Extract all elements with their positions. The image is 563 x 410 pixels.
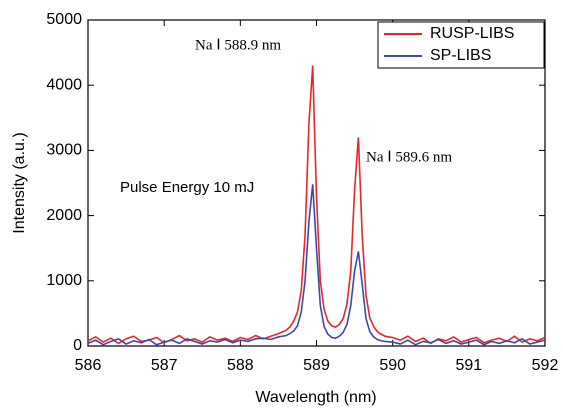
x-tick-label: 587 bbox=[151, 357, 178, 374]
x-tick-label: 591 bbox=[455, 357, 482, 374]
x-tick-label: 586 bbox=[75, 357, 102, 374]
y-tick-label: 0 bbox=[73, 337, 82, 354]
y-tick-label: 5000 bbox=[46, 11, 82, 28]
annotation: Pulse Energy 10 mJ bbox=[120, 179, 254, 196]
x-tick-label: 592 bbox=[532, 357, 559, 374]
annotation: Na Ⅰ 588.9 nm bbox=[195, 37, 281, 53]
y-tick-label: 3000 bbox=[46, 142, 82, 159]
x-axis-label: Wavelength (nm) bbox=[255, 389, 376, 406]
legend-label: SP-LIBS bbox=[430, 47, 491, 64]
y-tick-label: 4000 bbox=[46, 76, 82, 93]
x-tick-label: 588 bbox=[227, 357, 254, 374]
y-tick-label: 2000 bbox=[46, 207, 82, 224]
x-tick-label: 589 bbox=[303, 357, 330, 374]
y-tick-label: 1000 bbox=[46, 272, 82, 289]
series-line bbox=[87, 65, 546, 345]
legend-box bbox=[377, 21, 545, 69]
series-line bbox=[87, 184, 546, 346]
annotation: Na Ⅰ 589.6 nm bbox=[366, 149, 452, 165]
y-axis-label: Intensity (a.u.) bbox=[11, 132, 28, 233]
legend-label: RUSP-LIBS bbox=[430, 25, 514, 42]
x-tick-label: 590 bbox=[379, 357, 406, 374]
